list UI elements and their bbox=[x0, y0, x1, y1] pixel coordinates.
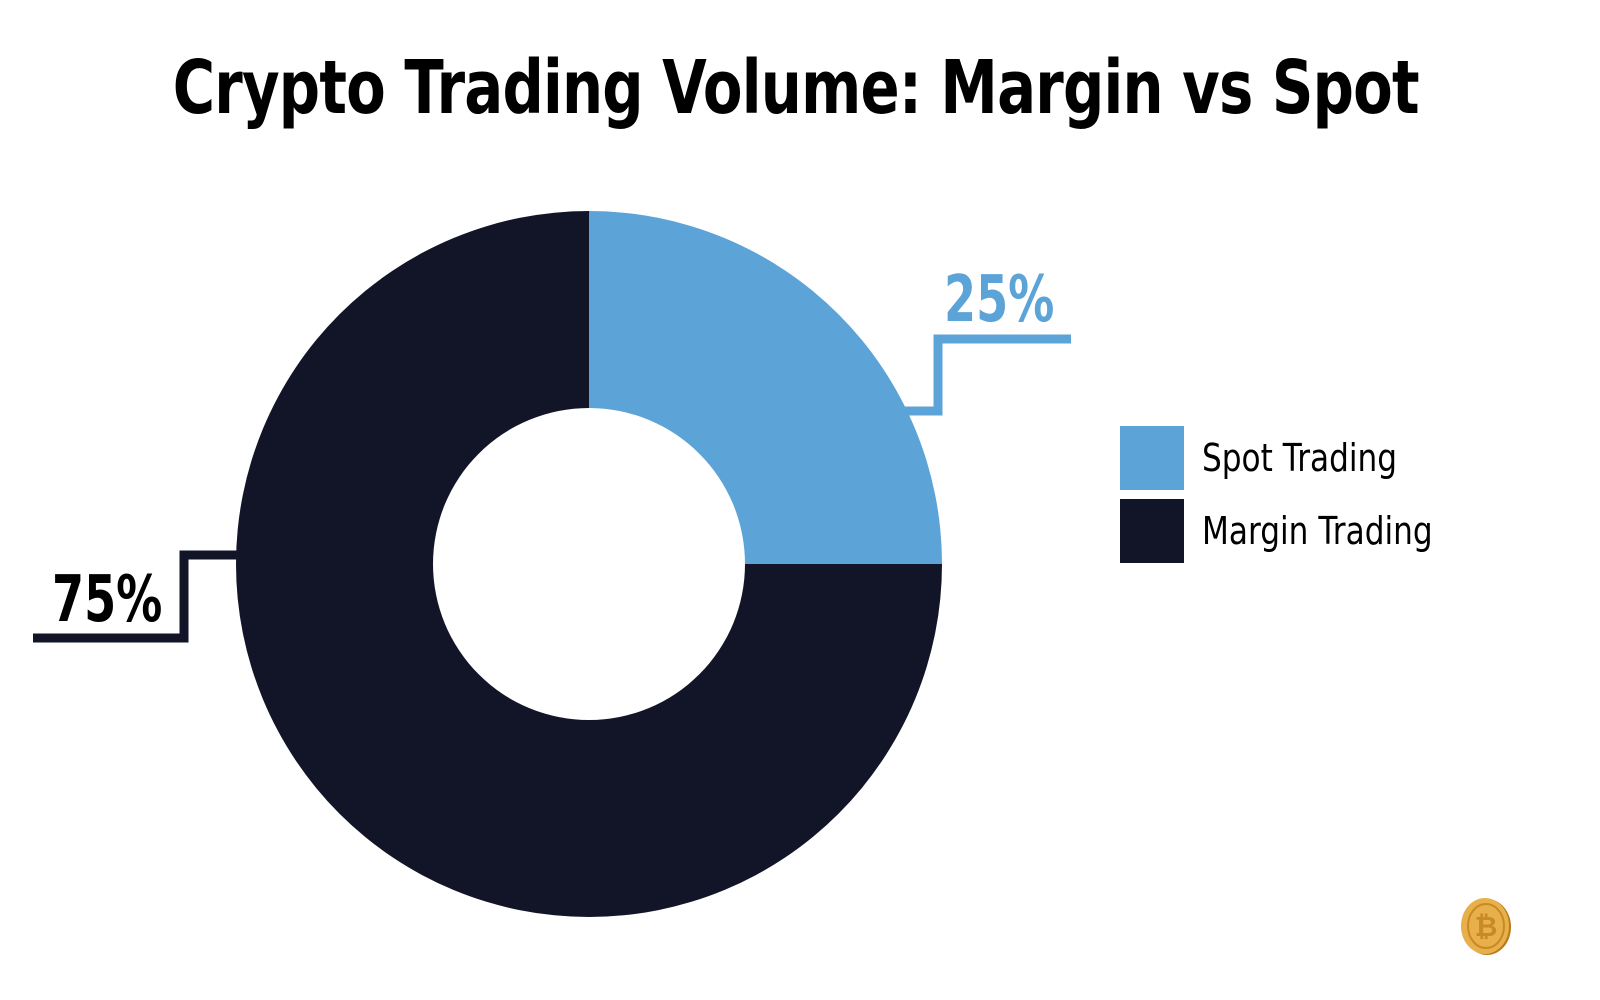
svg-text:₿: ₿ bbox=[1475, 910, 1498, 943]
leader-line-margin bbox=[33, 550, 238, 643]
chart-title: Crypto Trading Volume: Margin vs Spot bbox=[172, 45, 1420, 131]
legend: Spot Trading Margin Trading bbox=[1120, 426, 1483, 572]
legend-swatch-spot bbox=[1120, 426, 1184, 490]
legend-label: Margin Trading bbox=[1202, 509, 1433, 553]
data-label-spot: 25% bbox=[944, 263, 1055, 337]
bitcoin-coin-icon: ₿ bbox=[1461, 898, 1511, 955]
slice-spot-trading[interactable] bbox=[589, 211, 942, 564]
legend-item-margin-trading[interactable]: Margin Trading bbox=[1120, 499, 1483, 563]
legend-item-spot-trading[interactable]: Spot Trading bbox=[1120, 426, 1483, 490]
data-label-margin: 75% bbox=[52, 563, 163, 637]
leader-line-spot bbox=[905, 334, 1071, 416]
slice-margin-trading[interactable] bbox=[236, 211, 942, 917]
legend-label: Spot Trading bbox=[1202, 436, 1398, 480]
legend-swatch-margin bbox=[1120, 499, 1184, 563]
